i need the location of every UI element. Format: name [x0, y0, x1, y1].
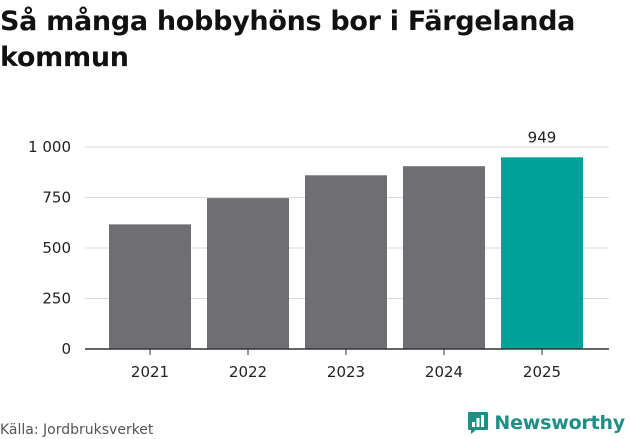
chart-title: Så många hobbyhöns bor i Färgelanda komm…	[0, 6, 576, 73]
newsworthy-logo-icon	[468, 412, 489, 434]
y-tick-label: 1 000	[28, 138, 71, 156]
x-tick-label: 2025	[523, 363, 561, 381]
brand-name: Newsworthy	[494, 412, 625, 434]
y-tick-label: 500	[42, 239, 71, 257]
brand: Newsworthy	[467, 409, 625, 437]
data-label: 949	[528, 128, 557, 146]
x-axis-tick-labels: 2021 2022 2023 2024 2025	[131, 363, 561, 381]
bar-2023	[305, 175, 387, 349]
bar-2025	[501, 157, 583, 349]
x-tick-label: 2022	[229, 363, 267, 381]
y-tick-label: 0	[61, 340, 71, 358]
x-tick-label: 2023	[327, 363, 365, 381]
data-labels: 949	[528, 128, 557, 146]
y-axis-tick-labels: 0 250 500 750 1 000	[28, 138, 71, 358]
y-tick-label: 250	[42, 290, 71, 308]
bars	[109, 157, 583, 349]
source-note: Källa: Jordbruksverket	[0, 422, 154, 438]
x-axis	[85, 348, 609, 355]
x-tick-label: 2021	[131, 363, 169, 381]
bar-2021	[109, 224, 191, 349]
x-tick-label: 2024	[425, 363, 463, 381]
y-tick-label: 750	[42, 189, 71, 207]
bar-2022	[207, 198, 289, 349]
bar-2024	[403, 166, 485, 349]
